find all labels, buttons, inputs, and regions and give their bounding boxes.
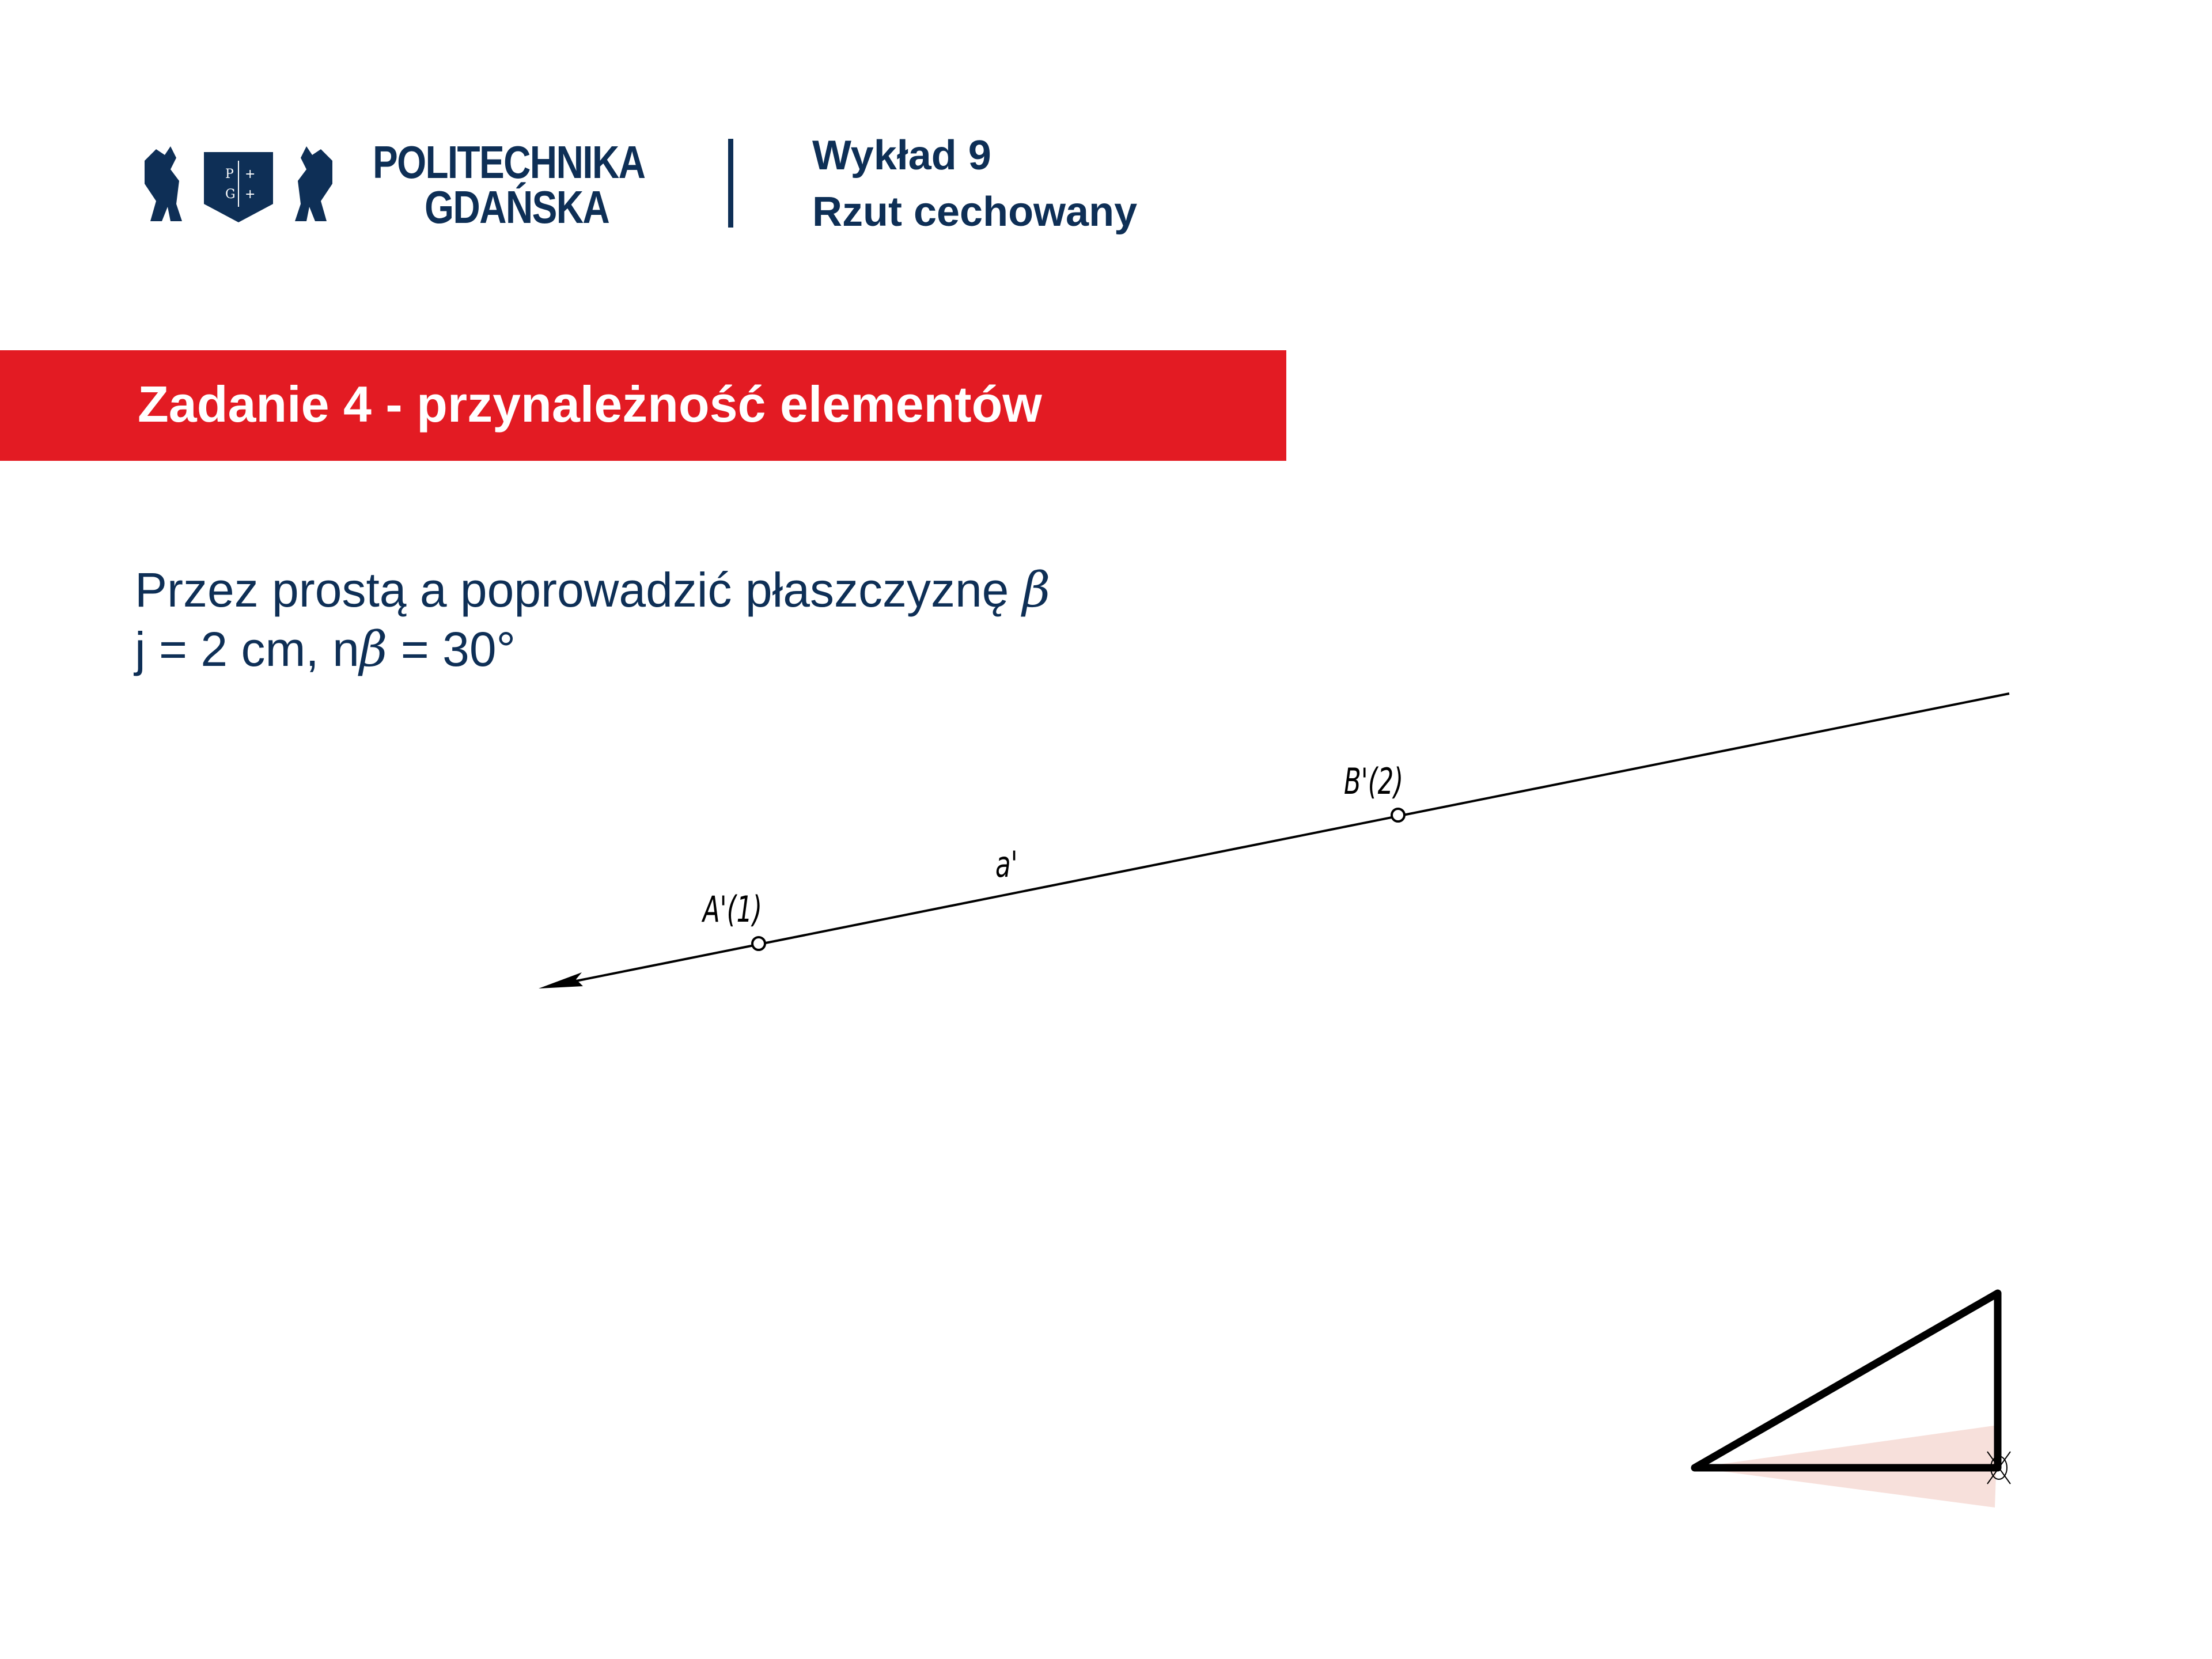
lecture-number: Wykład 9 (812, 132, 991, 179)
arrowhead-icon (539, 972, 583, 988)
svg-text:G: G (225, 187, 236, 202)
beta-symbol: β (1022, 562, 1051, 618)
slope-triangle (1691, 1289, 2002, 1472)
line-a (547, 692, 2010, 988)
task-params-prefix: j = 2 cm, n (135, 622, 359, 676)
lecture-topic: Rzut cechowany (812, 189, 1138, 235)
task-line-1: Przez prostą a poprowadzić płaszczyznę β (135, 566, 1050, 614)
intersection-mark-icon (1987, 1451, 2011, 1484)
university-name-line1: POLITECHNIKA (373, 137, 646, 188)
svg-text:+: + (245, 187, 255, 202)
task-line-2: j = 2 cm, nβ = 30° (135, 625, 516, 673)
header-divider (728, 139, 733, 228)
point-b (1391, 808, 1406, 823)
line-a-label: a' (995, 843, 1018, 885)
title-banner: Zadanie 4 - przynależność elementów (0, 350, 1286, 461)
point-a-label: A'(1) (702, 888, 763, 930)
task-text: Przez prostą a poprowadzić płaszczyznę (135, 563, 1022, 617)
point-b-label: B'(2) (1344, 760, 1403, 802)
svg-text:P: P (225, 167, 234, 181)
point-a (751, 936, 766, 951)
beta-symbol: β (359, 621, 388, 677)
university-name-line2: GDAŃSKA (425, 181, 610, 233)
slide-title: Zadanie 4 - przynależność elementów (138, 376, 1042, 433)
task-params-suffix: = 30° (387, 622, 516, 676)
university-logo: P G + + (145, 146, 332, 222)
svg-text:+: + (245, 167, 255, 181)
